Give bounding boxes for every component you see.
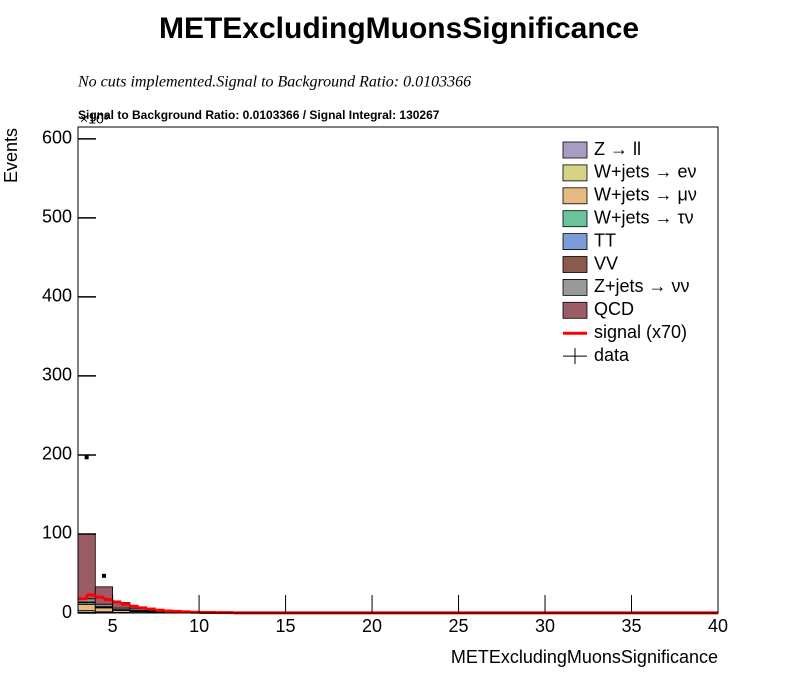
y-axis-label: Events	[1, 128, 21, 183]
legend-swatch	[562, 278, 588, 296]
x-axis-label: METExcludingMuonsSignificance	[451, 647, 718, 667]
legend-label: W+jets → μν	[594, 185, 697, 205]
legend-label: Z → ll	[594, 139, 641, 159]
legend-swatch	[562, 141, 588, 159]
legend-label: W+jets → τν	[594, 207, 694, 227]
legend-swatch	[562, 187, 588, 205]
legend-swatch	[562, 301, 588, 319]
legend-label: VV	[594, 253, 618, 273]
x-tick-label: 30	[535, 616, 555, 636]
x-tick-label: 40	[708, 616, 728, 636]
x-tick-label: 10	[189, 616, 209, 636]
legend-label: signal (x70)	[594, 322, 687, 342]
y-tick-label: 100	[42, 523, 72, 543]
y-tick-label: 600	[42, 128, 72, 148]
x-tick-label: 35	[621, 616, 641, 636]
legend-label: Z+jets → νν	[594, 276, 690, 296]
histogram-bar	[77, 533, 96, 600]
legend-label: W+jets → eν	[594, 162, 697, 182]
data-point	[101, 573, 106, 578]
y-tick-label: 400	[42, 286, 72, 306]
histogram-bar	[77, 603, 96, 612]
x-tick-label: 20	[362, 616, 382, 636]
chart-title: METExcludingMuonsSignificance	[159, 12, 639, 45]
subtitle: No cuts implemented.Signal to Background…	[77, 74, 471, 91]
legend-label: QCD	[594, 299, 634, 319]
legend-label: TT	[594, 230, 616, 250]
y-tick-label: 500	[42, 207, 72, 227]
legend-label: data	[594, 345, 630, 365]
pad-title: Signal to Background Ratio: 0.0103366 / …	[78, 108, 440, 122]
legend-swatch	[562, 233, 588, 251]
y-tick-label: 0	[62, 602, 72, 622]
x-tick-label: 5	[108, 616, 118, 636]
x-tick-label: 25	[449, 616, 469, 636]
legend-swatch	[562, 256, 588, 273]
data-point	[84, 455, 89, 460]
histogram-bar	[94, 586, 113, 605]
histogram-bar	[94, 607, 113, 613]
x-tick-label: 15	[276, 616, 296, 636]
y-multiplier: ×10³	[80, 111, 109, 127]
y-tick-label: 300	[42, 365, 72, 385]
y-tick-label: 200	[42, 444, 72, 464]
plot-frame	[77, 126, 719, 614]
legend-swatch	[562, 164, 588, 182]
legend-swatch	[562, 210, 588, 228]
